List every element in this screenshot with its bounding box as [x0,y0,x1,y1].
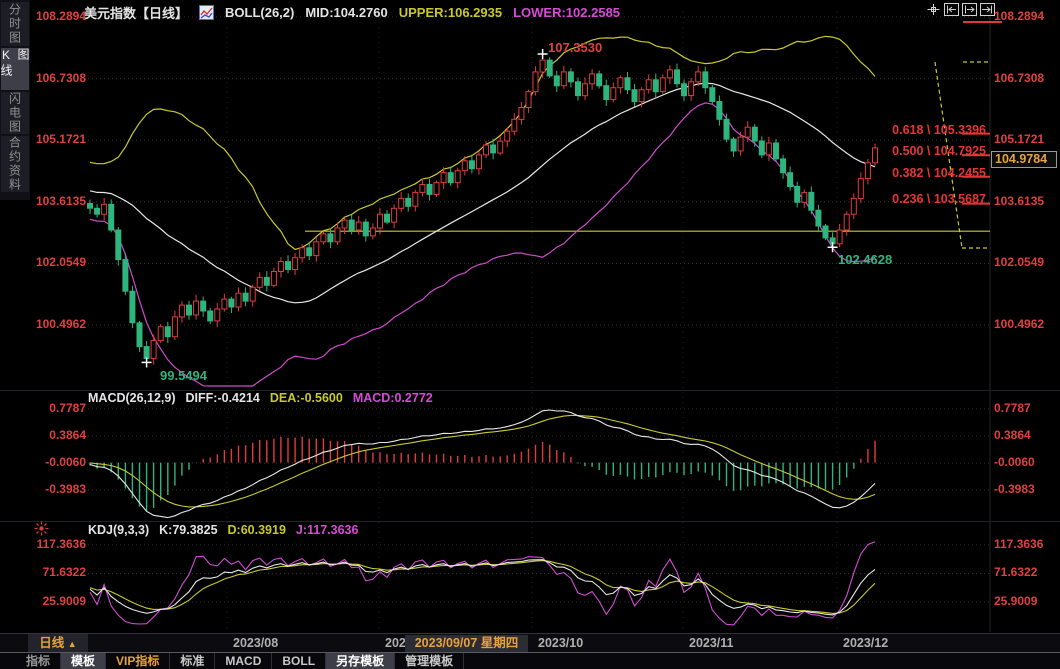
x-axis-label-clipped: 202 [385,636,406,650]
toolbar-item-manage-template[interactable]: 管理模板 [395,653,465,669]
y-axis-label: 100.4962 [994,317,1045,331]
fib-level-label: 0.500 \ 104.7925 [892,144,986,158]
mini-chart-icon [199,5,215,20]
toolbar-item-macd[interactable]: MACD [215,653,273,669]
y-axis-label: 100.4962 [35,317,86,331]
macd-axis-label: 0.3864 [49,428,86,442]
toolbar-item-indicators[interactable]: 指标 [16,653,62,669]
toolbar-item-label: 指标 [26,654,51,668]
sidebar-item-contract-info[interactable]: 合约资料 [1,136,29,192]
chart-tools [926,3,995,16]
fib-level-label: 0.236 \ 103.5687 [892,192,986,206]
macd-axis-label: -0.0060 [994,455,1035,469]
macd-axis-label: -0.3983 [994,482,1035,496]
y-axis-label: 106.7308 [35,71,86,85]
toolbar-item-boll[interactable]: BOLL [272,653,327,669]
x-axis-label: 2023/11 [689,636,734,650]
chevron-up-icon: ▲ [67,639,77,649]
indicator-toolbar: 指标 模板 VIP指标 标准 MACD BOLL 另存模板 管理模板 [0,652,1060,669]
boll-mid-value: MID:104.2760 [305,5,388,20]
x-axis-strip: 日线 ▲ 2023/08 202 2023/09/07 星期四 2023/10 … [0,633,1060,652]
kdj-axis-label: 25.9009 [42,594,86,608]
sidebar-item-label: K线图 [0,48,30,78]
macd-axis-label: 0.7787 [49,401,86,415]
expand-tool-icon[interactable] [962,3,977,16]
sidebar-item-flash-chart[interactable]: 闪电图 [1,92,29,134]
kdj-j-value: J:117.3636 [295,523,359,537]
toolbar-item-vip-indicators[interactable]: VIP指标 [106,653,171,669]
toolbar-item-label: 标准 [180,654,205,668]
toolbar-item-save-template[interactable]: 另存模板 [326,653,396,669]
y-axis-label: 105.1721 [994,132,1045,146]
current-price-tag: 104.9784 [991,151,1057,168]
macd-axis-label: -0.3983 [45,482,86,496]
toolbar-item-label: 管理模板 [405,654,454,668]
swing-low-price-annotation: 102.4628 [838,252,893,267]
sidebar-item-label: 合约资料 [7,136,22,192]
toolbar-item-label: BOLL [282,654,316,668]
boll-upper-value: UPPER:106.2935 [398,5,503,20]
y-axis-label: 102.0549 [994,255,1045,269]
sidebar-item-label: 分时图 [7,3,22,45]
sidebar-item-time-chart[interactable]: 分时图 [1,2,29,46]
chart-header: 美元指数【日线】 BOLL(26,2) MID:104.2760 UPPER:1… [84,3,620,22]
toolbar-item-label: MACD [225,654,262,668]
macd-dea-value: DEA:-0.5600 [269,391,343,405]
y-axis-label: 105.1721 [35,132,86,146]
macd-macd-value: MACD:0.2772 [352,391,433,405]
toolbar-item-standard[interactable]: 标准 [170,653,216,669]
boll-lower-value: LOWER:102.2585 [513,5,621,20]
boll-indicator-label: BOLL(26,2) [225,5,295,20]
macd-panel-header: MACD(26,12,9) DIFF:-0.4214 DEA:-0.5600 M… [88,391,433,405]
y-axis-label: 108.2894 [994,9,1045,23]
kdj-axis-label: 117.3636 [994,537,1044,551]
crosshair-tool-icon[interactable] [926,3,941,16]
y-axis-label: 103.6135 [994,194,1045,208]
kdj-d-value: D:60.3919 [227,523,286,537]
sidebar-item-label: 闪电图 [7,92,22,134]
alarm-burst-icon[interactable] [34,521,49,536]
y-axis-label: 108.2894 [35,9,86,23]
macd-axis-label: -0.0060 [45,455,86,469]
x-axis-label: 2023/12 [843,636,889,650]
y-axis-label: 106.7308 [994,71,1045,85]
y-axis-label: 102.0549 [35,255,86,269]
sidebar-item-kline-chart[interactable]: K线图 [0,48,30,90]
toolbar-item-label: 另存模板 [336,654,385,668]
high-price-annotation: 107.3530 [548,40,603,55]
compress-tool-icon[interactable] [944,3,959,16]
kdj-axis-label: 117.3636 [36,537,86,551]
period-selector[interactable]: 日线 ▲ [28,634,88,652]
macd-axis-label: 0.7787 [994,401,1031,415]
kdj-axis-label: 71.6322 [994,565,1038,579]
toolbar-item-templates[interactable]: 模板 [61,653,107,669]
view-sidebar: 分时图 K线图 闪电图 合约资料 [0,0,30,200]
date-crosshair-tooltip: 2023/09/07 星期四 [405,635,528,652]
x-axis-label: 2023/08 [233,636,279,650]
x-axis-label: 2023/10 [538,636,584,650]
macd-indicator-label: MACD(26,12,9) [88,391,176,405]
kdj-k-value: K:79.3825 [159,523,218,537]
y-axis-label: 103.6135 [35,194,86,208]
kdj-axis-label: 71.6322 [42,565,86,579]
macd-axis-label: 0.3864 [994,428,1031,442]
toolbar-item-label: 模板 [71,654,96,668]
kdj-panel-header: KDJ(9,3,3) K:79.3825 D:60.3919 J:117.363… [88,523,358,537]
kdj-axis-label: 25.9009 [994,594,1038,608]
macd-diff-value: DIFF:-0.4214 [185,391,260,405]
toolbar-item-label: VIP指标 [116,654,160,668]
low-price-annotation: 99.5494 [160,368,207,383]
symbol-title: 美元指数【日线】 [84,6,189,21]
fib-level-label: 0.618 \ 105.3396 [892,123,986,137]
kdj-indicator-label: KDJ(9,3,3) [88,523,150,537]
period-label: 日线 [39,636,65,650]
fib-level-label: 0.382 \ 104.2455 [892,166,986,180]
shift-right-tool-icon[interactable] [980,3,995,16]
